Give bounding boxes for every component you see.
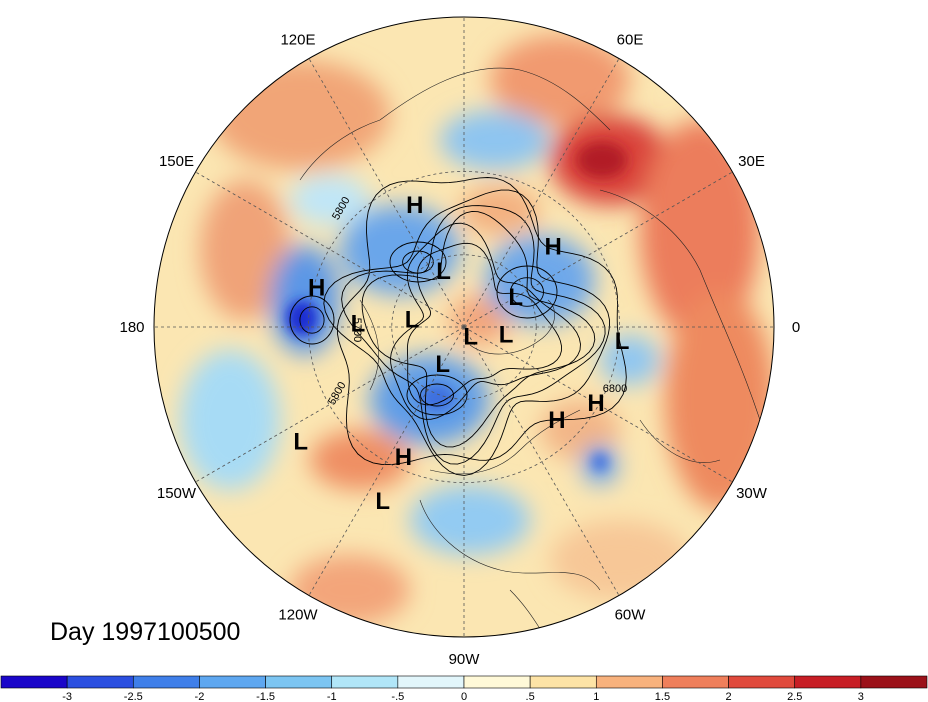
colorbar-tick-label: 0 xyxy=(461,691,467,702)
colorbar-swatch xyxy=(397,675,465,689)
height-contour xyxy=(406,242,562,406)
meridian-line xyxy=(463,326,733,483)
low-pressure-label: L xyxy=(375,488,390,515)
contour-value-label: 6800 xyxy=(603,383,627,395)
colorbar-swatch xyxy=(860,675,928,689)
colorbar-swatch xyxy=(265,675,333,689)
low-pressure-label: L xyxy=(405,307,420,334)
closed-low-contour xyxy=(406,374,468,416)
meridian-line xyxy=(195,171,465,328)
coastline xyxy=(469,299,555,355)
high-pressure-label: H xyxy=(548,407,565,434)
map-boundary xyxy=(153,16,775,638)
high-pressure-label: H xyxy=(308,275,325,302)
coastline xyxy=(379,67,611,131)
longitude-label: 0 xyxy=(792,319,800,336)
meridian-line xyxy=(463,326,620,596)
colorbar-tick-label: -.5 xyxy=(391,691,404,702)
colorbar-tick-label: -3 xyxy=(62,691,72,702)
longitude-label: 30W xyxy=(736,485,768,502)
height-contour xyxy=(390,222,581,420)
high-pressure-label: H xyxy=(587,390,604,417)
colorbar-tick-label: 2 xyxy=(726,691,732,702)
closed-low-contour xyxy=(389,241,447,283)
colorbar-tick-label: 1.5 xyxy=(655,691,670,702)
low-pressure-label: L xyxy=(508,284,523,311)
colorbar-tick-label: 2.5 xyxy=(787,691,802,702)
colorbar-tick-label: 1 xyxy=(593,691,599,702)
colorbar-swatch xyxy=(595,675,663,689)
colorbar-swatch xyxy=(199,675,266,689)
high-pressure-label: H xyxy=(544,234,561,261)
colorbar-swatch xyxy=(331,675,399,689)
height-contour xyxy=(323,189,610,476)
colorbar-swatch xyxy=(794,675,862,689)
colorbar-tick-label: -1 xyxy=(327,691,337,702)
colorbar-swatch xyxy=(728,675,796,689)
graticule xyxy=(154,17,774,637)
contour-value-label: 5700 xyxy=(351,318,363,342)
polar-map: 90E 60E 30E 0 30W 60W 90W 120W 150W 180 150E 120E H… xyxy=(119,0,800,665)
colorbar-swatch xyxy=(132,675,200,689)
colorbar-tick-label: -1.5 xyxy=(256,691,275,702)
colorbar-tick-label: .5 xyxy=(526,691,535,702)
colorbar-swatch xyxy=(66,675,134,689)
colorbar: -3 -2.5 -2 -1.5 -1 -.5 0 .5 1 1.5 2 2.5 3 xyxy=(0,675,928,702)
day-label: Day 1997100500 xyxy=(50,618,241,646)
low-pressure-label: L xyxy=(463,324,478,351)
coastline xyxy=(639,419,721,463)
low-pressure-label: L xyxy=(499,321,514,348)
colorbar-swatch xyxy=(463,675,531,689)
colorbar-tick-label: -2.5 xyxy=(124,691,143,702)
low-pressure-label: L xyxy=(436,258,451,285)
coastline xyxy=(599,189,761,421)
low-pressure-label: L xyxy=(351,310,366,337)
longitude-label: 90E xyxy=(451,0,478,4)
colorbar-tick-label: -2 xyxy=(195,691,205,702)
longitude-label: 60E xyxy=(617,31,644,48)
closed-low-contour xyxy=(289,295,335,345)
meridian-line xyxy=(308,58,465,328)
longitude-label: 150W xyxy=(157,485,197,502)
colorbar-swatch xyxy=(662,675,729,689)
high-pressure-label: H xyxy=(406,192,423,219)
longitude-labels: 90E 60E 30E 0 30W 60W 90W 120W 150W 180 150E 120E xyxy=(119,0,800,665)
longitude-label: 180 xyxy=(119,319,144,336)
meridian-line xyxy=(463,171,733,328)
closed-low-contour xyxy=(510,277,544,307)
colorbar-swatch xyxy=(0,675,68,689)
meridian-line xyxy=(463,58,620,328)
closed-low-contour xyxy=(299,306,325,334)
parallel-circle xyxy=(391,254,537,400)
longitude-label: 90W xyxy=(449,651,481,665)
low-pressure-label: L xyxy=(293,428,308,455)
coastline xyxy=(359,299,379,391)
coastline xyxy=(419,499,601,591)
longitude-label: 30E xyxy=(738,153,765,170)
closed-low-contour xyxy=(496,265,558,319)
low-pressure-label: L xyxy=(435,351,450,378)
meridian-line xyxy=(195,326,465,483)
closed-low-contour xyxy=(420,383,454,407)
colorbar-swatch xyxy=(529,675,597,689)
high-pressure-label: H xyxy=(395,444,412,471)
longitude-label: 120E xyxy=(280,31,315,48)
low-pressure-label: L xyxy=(615,328,630,355)
meridian-line xyxy=(308,326,465,596)
colorbar-tick-label: 3 xyxy=(858,691,864,702)
coastline xyxy=(299,119,381,181)
coastline xyxy=(429,409,581,475)
longitude-label: 120W xyxy=(278,607,318,624)
coastlines xyxy=(299,67,761,637)
parallel-circle xyxy=(308,171,620,483)
longitude-label: 60W xyxy=(615,607,647,624)
longitude-label: 150E xyxy=(159,153,194,170)
